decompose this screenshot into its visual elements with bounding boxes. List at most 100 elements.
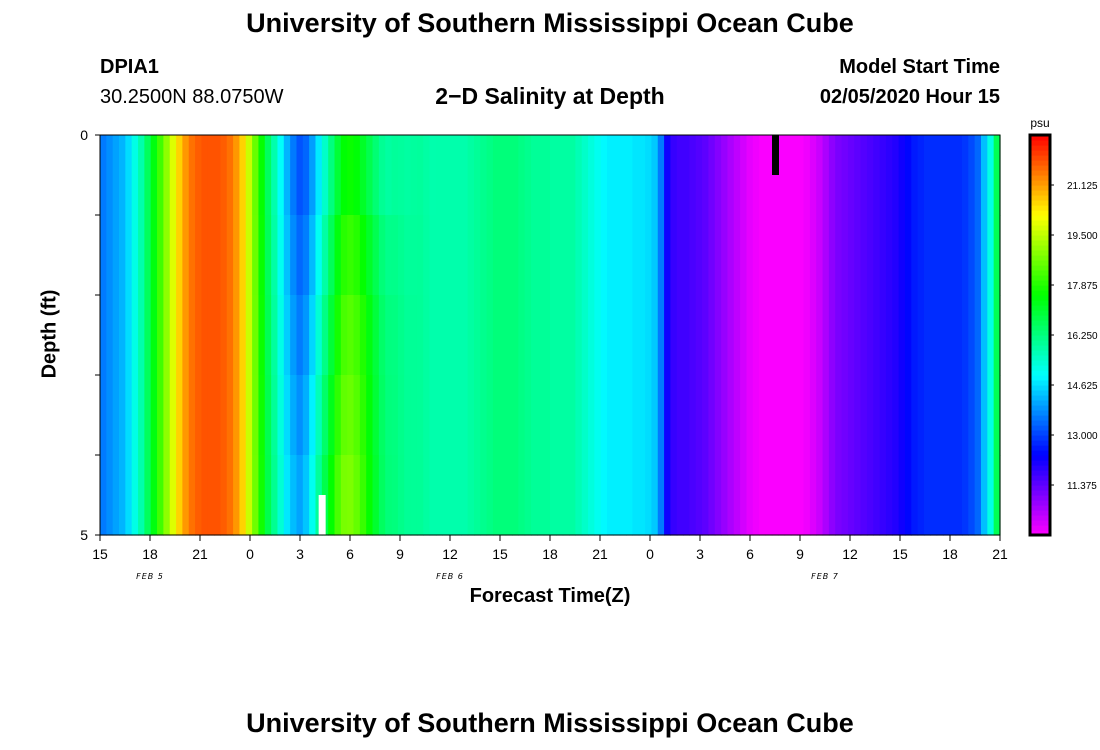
heatmap-cell xyxy=(138,455,145,536)
heatmap-cell xyxy=(778,215,786,296)
colorbar-segment xyxy=(1030,345,1050,351)
heatmap-cell xyxy=(695,455,703,536)
heatmap-cell xyxy=(968,375,976,456)
heatmap-cell xyxy=(917,135,925,216)
heatmap-cell xyxy=(892,135,900,216)
station-id: DPIA1 xyxy=(100,56,159,78)
heatmap-cell xyxy=(157,135,164,216)
colorbar-segment xyxy=(1030,495,1050,501)
heatmap-cell xyxy=(195,375,203,456)
heatmap-cell xyxy=(511,135,519,216)
heatmap-cell xyxy=(987,135,995,216)
heatmap-cell xyxy=(708,455,716,536)
heatmap-cell xyxy=(771,215,779,296)
heatmap-cell xyxy=(340,455,348,536)
colorbar-segment xyxy=(1030,295,1050,301)
heatmap-cell xyxy=(841,455,849,536)
heatmap-cell xyxy=(942,375,950,456)
heatmap-cell xyxy=(822,215,830,296)
heatmap-cell xyxy=(277,455,285,536)
colorbar-segment xyxy=(1030,265,1050,271)
heatmap-cell xyxy=(575,455,583,536)
heatmap-cell xyxy=(708,135,716,216)
heatmap-cell xyxy=(543,215,551,296)
heatmap-cell xyxy=(454,215,462,296)
heatmap-cell xyxy=(885,135,893,216)
heatmap-cell xyxy=(809,295,817,376)
heatmap-cell xyxy=(721,135,729,216)
colorbar-segment xyxy=(1030,510,1050,516)
heatmap-cell xyxy=(936,375,944,456)
heatmap-cell xyxy=(511,215,519,296)
heatmap-cell xyxy=(676,295,684,376)
heatmap-cell xyxy=(765,455,773,536)
heatmap-cell xyxy=(372,295,380,376)
heatmap-cell xyxy=(930,375,938,456)
heatmap-cell xyxy=(112,215,120,296)
heatmap-cell xyxy=(942,135,950,216)
heatmap-cell xyxy=(391,375,399,456)
heatmap-cell xyxy=(106,455,114,536)
colorbar-segment xyxy=(1030,405,1050,411)
colorbar-segment xyxy=(1030,325,1050,331)
heatmap-cell xyxy=(702,215,710,296)
heatmap-cell xyxy=(252,215,260,296)
heatmap-cell xyxy=(429,215,437,296)
heatmap-cell xyxy=(835,455,843,536)
heatmap-cell xyxy=(588,295,595,376)
heatmap-cell xyxy=(461,375,469,456)
heatmap-cell xyxy=(683,135,691,216)
heatmap-cell xyxy=(524,375,532,456)
heatmap-cell xyxy=(169,215,177,296)
heatmap-cell xyxy=(885,455,893,536)
heatmap-cell xyxy=(125,295,133,376)
heatmap-cell xyxy=(328,455,336,536)
heatmap-cell xyxy=(961,295,969,376)
colorbar-segment xyxy=(1030,335,1050,341)
x-tick-label: 9 xyxy=(396,546,404,562)
heatmap-cell xyxy=(150,455,158,536)
heatmap-cell xyxy=(917,455,925,536)
heatmap-cell xyxy=(575,215,583,296)
heatmap-cell xyxy=(695,215,703,296)
heatmap-cell xyxy=(898,295,906,376)
heatmap-cell xyxy=(144,215,152,296)
heatmap-cell xyxy=(429,375,437,456)
heatmap-cell xyxy=(923,215,931,296)
heatmap-cell xyxy=(505,295,513,376)
heatmap-cell xyxy=(961,135,969,216)
heatmap-cell xyxy=(803,215,811,296)
heatmap-cell xyxy=(613,135,621,216)
heatmap-cell xyxy=(784,135,792,216)
heatmap-cell xyxy=(283,215,291,296)
heatmap-cell xyxy=(176,215,183,296)
heatmap-cell xyxy=(790,375,798,456)
heatmap-cell xyxy=(328,135,336,216)
heatmap-cell xyxy=(613,375,621,456)
heatmap-cell xyxy=(125,135,133,216)
heatmap-cell xyxy=(385,295,393,376)
heatmap-cell xyxy=(169,135,177,216)
heatmap-cell xyxy=(423,135,431,216)
heatmap-cell xyxy=(537,455,545,536)
colorbar-segment xyxy=(1030,450,1050,456)
heatmap-cell xyxy=(188,455,196,536)
heatmap-cell xyxy=(264,215,272,296)
heatmap-cell xyxy=(790,135,798,216)
heatmap-cell xyxy=(790,215,798,296)
heatmap-cell xyxy=(847,375,855,456)
heatmap-cell xyxy=(518,135,526,216)
heatmap-cell xyxy=(505,455,513,536)
colorbar-segment xyxy=(1030,480,1050,486)
date-label: FEB 6 xyxy=(436,572,464,581)
colorbar-tick-label: 19.500 xyxy=(1067,231,1098,242)
heatmap-cell xyxy=(632,215,640,296)
heatmap-cell xyxy=(550,375,557,456)
heatmap-cell xyxy=(911,295,919,376)
heatmap-cell xyxy=(835,215,843,296)
colorbar-segment xyxy=(1030,435,1050,441)
heatmap-cell xyxy=(233,135,241,216)
colorbar-segment xyxy=(1030,310,1050,316)
colorbar-segment xyxy=(1030,525,1050,531)
heatmap-cell xyxy=(473,215,481,296)
